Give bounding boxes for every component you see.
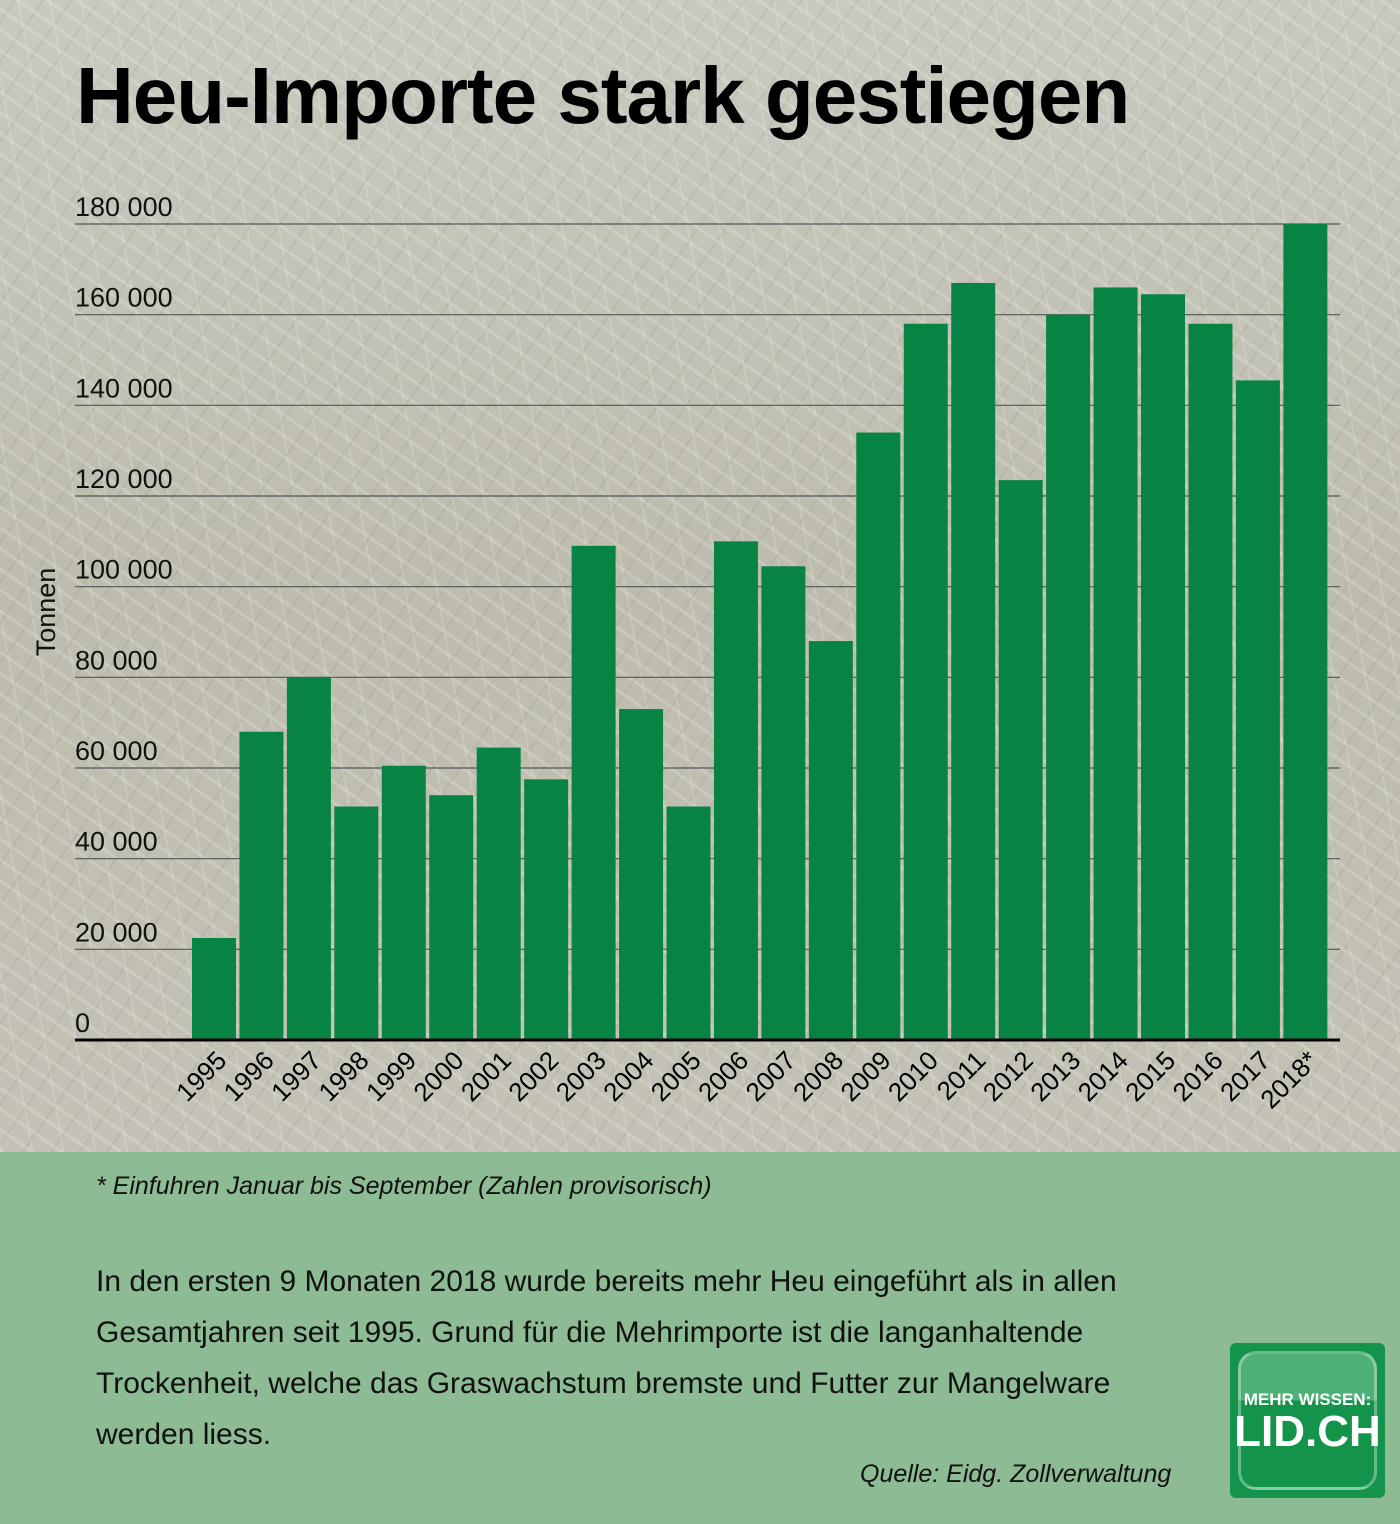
x-tick-label: 2005 (645, 1045, 707, 1107)
bar (1235, 380, 1280, 1040)
bar (619, 709, 664, 1040)
x-tick-label: 2016 (1167, 1045, 1229, 1107)
logo-frame (1238, 1351, 1377, 1490)
y-tick-label: 160 000 (75, 283, 173, 313)
x-tick-label: 2007 (740, 1045, 802, 1107)
y-tick-label: 120 000 (75, 464, 173, 494)
x-tick-label: 2004 (597, 1045, 659, 1107)
bar (856, 432, 901, 1040)
bar (1141, 294, 1185, 1040)
bar (476, 747, 521, 1040)
x-tick-label: 1999 (360, 1045, 422, 1107)
bar (1093, 287, 1138, 1040)
x-tick-label: 2003 (550, 1045, 612, 1107)
logo-line1: MEHR WISSEN: (1243, 1390, 1372, 1409)
x-tick-label: 2012 (977, 1045, 1039, 1107)
y-tick-label: 60 000 (75, 736, 158, 766)
bar-chart: 0 20 000 40 000 60 000 80 000 100 000 120 000 1… (31, 192, 1340, 1114)
footnote: * Einfuhren Januar bis September (Zahlen… (96, 1172, 712, 1200)
bar (239, 731, 284, 1040)
x-tick-label: 2002 (502, 1045, 564, 1107)
y-tick-label: 180 000 (75, 192, 173, 222)
info-panel (0, 1152, 1400, 1524)
bar (524, 779, 569, 1040)
x-tick-label: 1995 (170, 1045, 232, 1107)
chart-title: Heu-Importe stark gestiegen (76, 51, 1130, 140)
logo-line2: LID.CH (1234, 1407, 1381, 1456)
y-tick-label: 20 000 (75, 917, 158, 947)
bar (1046, 314, 1091, 1041)
x-tick-label: 2006 (692, 1045, 754, 1107)
x-tick-label: 2001 (455, 1045, 517, 1107)
bar (286, 677, 331, 1040)
bar (666, 806, 711, 1040)
bar (808, 641, 853, 1040)
x-tick-label: 1998 (312, 1045, 374, 1107)
bar (571, 545, 616, 1040)
bar (1188, 323, 1233, 1040)
bar (381, 765, 426, 1040)
x-tick-label: 2014 (1072, 1045, 1134, 1107)
x-tick-label: 2008 (787, 1045, 849, 1107)
x-tick-label: 1997 (265, 1045, 327, 1107)
x-tick-label: 2000 (407, 1045, 469, 1107)
bar (713, 541, 758, 1040)
bar (903, 323, 948, 1040)
bar (761, 566, 806, 1040)
bar (334, 806, 379, 1040)
x-tick-label: 2015 (1119, 1045, 1181, 1107)
bar (1283, 224, 1328, 1040)
x-tick-label: 2009 (834, 1045, 896, 1107)
y-tick-label: 40 000 (75, 827, 158, 857)
x-tick-label: 1996 (218, 1045, 280, 1107)
x-tick-label: 2013 (1024, 1045, 1086, 1107)
bar (429, 795, 474, 1040)
y-tick-label: 140 000 (75, 373, 173, 403)
bar (192, 938, 236, 1040)
y-tick-label: 100 000 (75, 555, 173, 585)
lid-logo[interactable]: MEHR WISSEN: LID.CH (1230, 1343, 1385, 1498)
x-tick-label: 2010 (882, 1045, 944, 1107)
y-axis-label: Tonnen (31, 568, 61, 657)
x-tick-label: 2011 (931, 1045, 992, 1106)
y-tick-label: 80 000 (75, 645, 158, 675)
description: In den ersten 9 Monaten 2018 wurde berei… (96, 1265, 1117, 1451)
y-tick-label: 0 (75, 1008, 90, 1038)
bar (998, 480, 1043, 1041)
source: Quelle: Eidg. Zollverwaltung (860, 1460, 1172, 1488)
bar (951, 282, 996, 1040)
